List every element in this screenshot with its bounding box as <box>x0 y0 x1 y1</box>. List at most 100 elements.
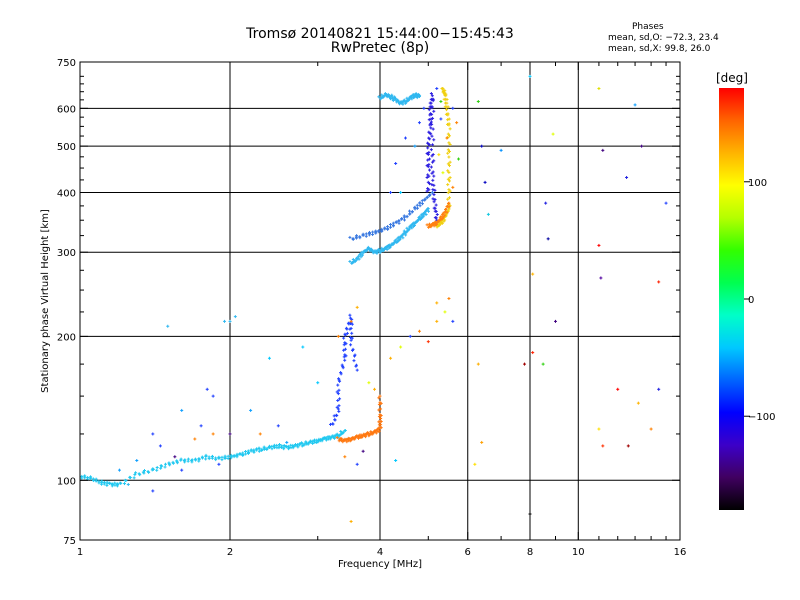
scatter-point <box>528 512 532 516</box>
trace-point <box>437 223 441 227</box>
trace-point <box>217 456 221 460</box>
trace-point <box>343 341 347 345</box>
trace-point <box>430 106 434 110</box>
scatter-point <box>173 455 177 459</box>
scatter-point <box>553 319 557 323</box>
trace-point <box>241 451 245 455</box>
scatter-point <box>626 444 630 448</box>
scatter-point <box>343 455 347 459</box>
scatter-point <box>476 362 480 366</box>
trace-point <box>194 458 198 462</box>
y-tick-label: 100 <box>57 476 76 487</box>
scatter-point <box>249 408 253 412</box>
trace-point <box>433 209 437 213</box>
phase-stats-title: Phases <box>632 22 664 32</box>
trace-point <box>332 414 336 418</box>
scatter-point <box>403 136 407 140</box>
trace-point <box>312 439 316 443</box>
trace-point <box>426 158 430 162</box>
trace-point <box>423 198 427 202</box>
trace-point <box>342 336 346 340</box>
trace-point <box>446 112 450 116</box>
trace-point <box>275 443 279 447</box>
trace-point <box>426 180 430 184</box>
colorbar-gradient <box>719 88 744 510</box>
scatter-point <box>435 319 439 323</box>
trace-point <box>324 436 328 440</box>
trace-point <box>413 222 417 226</box>
trace-point <box>229 456 233 460</box>
trace-point <box>316 440 320 444</box>
trace-point <box>446 151 450 155</box>
scatter-point <box>439 100 443 104</box>
trace-point <box>369 430 373 434</box>
trace-point <box>432 174 436 178</box>
trace-point <box>405 215 409 219</box>
trace-point <box>142 471 146 475</box>
trace-point <box>349 338 353 342</box>
scatter-point <box>158 444 162 448</box>
trace-point <box>405 96 409 100</box>
trace-point <box>447 201 451 205</box>
trace-point <box>298 443 302 447</box>
trace-point <box>427 136 431 140</box>
scatter-point <box>166 324 170 328</box>
scatter-point <box>223 319 227 323</box>
scatter-point <box>480 440 484 444</box>
trace-point <box>425 189 429 193</box>
y-tick-label: 600 <box>57 104 76 115</box>
trace-point <box>362 434 366 438</box>
trace-point <box>235 455 239 459</box>
trace-point <box>402 229 406 233</box>
scatter-point <box>455 121 459 125</box>
trace-point <box>431 127 435 131</box>
trace-point <box>446 183 450 187</box>
trace-point <box>416 206 420 210</box>
scatter-point <box>528 74 532 78</box>
scatter-point <box>664 201 668 205</box>
scatter-point <box>258 432 262 436</box>
scatter-point <box>437 153 441 157</box>
scatter-point <box>523 362 527 366</box>
trace-point <box>267 445 271 449</box>
trace-point <box>446 162 450 166</box>
trace-point <box>378 413 382 417</box>
trace-point <box>429 225 433 229</box>
trace-point <box>331 435 335 439</box>
trace-point <box>138 473 142 477</box>
scatter-point <box>205 387 209 391</box>
trace-point <box>115 482 119 486</box>
trace-point <box>300 441 304 445</box>
scatter-point <box>451 185 455 189</box>
phase-stats-o-mode: mean, sd,O: −72.3, 23.4 <box>608 33 719 43</box>
trace-point <box>404 231 408 235</box>
trace-point <box>342 355 346 359</box>
scatter-point <box>597 243 601 247</box>
trace-point <box>391 99 395 103</box>
trace-point <box>333 418 337 422</box>
trace-point <box>446 177 450 181</box>
scatter-point <box>426 340 430 344</box>
trace-point <box>430 223 434 227</box>
trace-point <box>377 402 381 406</box>
trace-point <box>386 225 390 229</box>
trace-point <box>432 109 436 113</box>
trace-point <box>379 250 383 254</box>
trace-point <box>430 183 434 187</box>
trace-point <box>350 261 354 265</box>
scatter-point <box>422 106 426 110</box>
trace-point <box>427 163 431 167</box>
data-points <box>80 74 668 523</box>
scatter-point <box>483 180 487 184</box>
x-tick-label: 4 <box>377 547 383 558</box>
trace-point <box>402 214 406 218</box>
trace-point <box>358 253 362 257</box>
scatter-point <box>267 356 271 360</box>
trace-point <box>433 198 437 202</box>
trace-point <box>395 240 399 244</box>
trace-point <box>448 150 452 154</box>
trace-point <box>431 143 435 147</box>
scatter-point <box>389 356 393 360</box>
trace-point <box>410 97 414 101</box>
trace-point <box>352 354 356 358</box>
